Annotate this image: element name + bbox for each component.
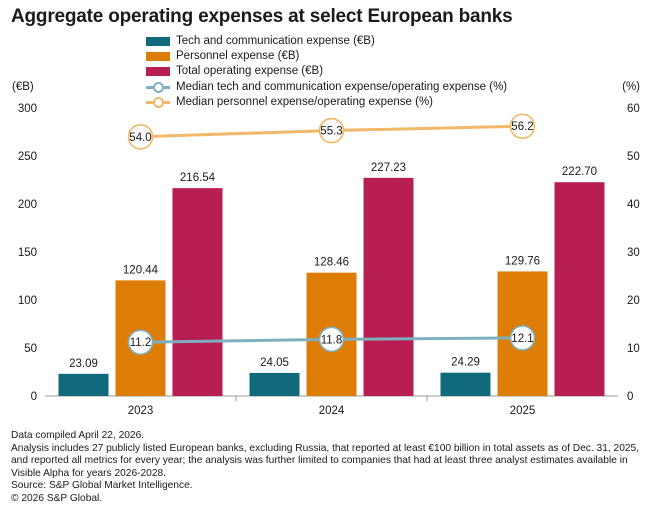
- ratio-data-label: 11.8: [321, 334, 343, 346]
- ratio-data-label: 11.2: [130, 337, 152, 349]
- note-copyright: © 2026 S&P Global.: [11, 492, 103, 504]
- bar-data-label: 24.29: [451, 357, 480, 369]
- x-tick-label: 2024: [319, 405, 345, 417]
- bar-data-label: 120.44: [123, 264, 159, 276]
- y-right-tick-label: 30: [627, 247, 640, 259]
- bar-data-label: 24.05: [260, 357, 289, 369]
- ratio-marker: [318, 326, 345, 353]
- ratio-marker: [127, 329, 154, 356]
- ratio-data-label: 12.1: [511, 333, 533, 345]
- bar-data-label: 128.46: [314, 257, 349, 269]
- x-tick-label: 2025: [510, 405, 536, 417]
- bar: [58, 373, 109, 396]
- x-tick-label: 2023: [128, 405, 154, 417]
- bar-data-label: 222.70: [562, 166, 597, 178]
- ratio-marker: [318, 117, 345, 144]
- bar: [440, 372, 491, 396]
- legend-item-personnel: Personnel expense (€B): [146, 49, 507, 64]
- bar-data-label: 216.54: [180, 172, 216, 184]
- y-right-axis-label: (%): [622, 81, 640, 93]
- bar-data-label: 227.23: [371, 162, 406, 174]
- y-left-tick-label: 200: [18, 199, 37, 211]
- legend-label-tech: Tech and communication expense (€B): [176, 35, 375, 47]
- bar-data-label: 129.76: [505, 255, 540, 267]
- note-methodology: Analysis includes 27 publicly listed Eur…: [11, 442, 640, 479]
- bar: [249, 372, 300, 396]
- legend-item-tech-ratio: Median tech and communication expense/op…: [146, 80, 507, 95]
- legend-label-total: Total operating expense (€B): [176, 65, 324, 78]
- footnotes: Data compiled April 22, 2026. Analysis i…: [11, 430, 651, 506]
- y-left-tick-label: 50: [24, 343, 37, 355]
- ratio-data-label: 55.3: [320, 126, 342, 138]
- chart-plot: (€B) (%) 0 50 100 150 200 250 300 0 10 20 30 40 50 60…: [12, 81, 640, 417]
- y-left-tick-label: 250: [18, 151, 37, 163]
- y-right-tick-label: 60: [627, 103, 640, 115]
- note-date: Data compiled April 22, 2026.: [11, 430, 145, 441]
- legend-label-personnel-ratio: Median personnel expense/operating expen…: [176, 95, 433, 108]
- legend-item-total: Total operating expense (€B): [146, 64, 507, 79]
- legend-swatch-total: [146, 67, 170, 77]
- bar: [172, 188, 223, 396]
- ratio-marker: [509, 113, 536, 140]
- y-right-tick-label: 40: [627, 199, 640, 211]
- bar: [554, 182, 605, 396]
- ratio-marker: [127, 124, 154, 150]
- legend-label-tech-ratio: Median tech and communication expense/op…: [176, 80, 508, 93]
- legend-item-personnel-ratio: Median personnel expense/operating expen…: [146, 95, 507, 110]
- y-left-tick-label: 100: [18, 295, 37, 307]
- chart-title: Aggregate operating expenses at select E…: [11, 6, 513, 27]
- y-right-tick-label: 10: [627, 343, 640, 355]
- y-right-tick-label: 50: [627, 151, 640, 163]
- y-left-tick-label: 150: [18, 247, 37, 259]
- legend-swatch-personnel: [146, 52, 170, 62]
- legend-item-tech: Tech and communication expense (€B): [146, 34, 507, 49]
- y-left-tick-label: 0: [31, 391, 37, 403]
- ratio-data-label: 54.0: [129, 132, 151, 144]
- y-right-tick-label: 0: [627, 391, 633, 403]
- legend-label-personnel: Personnel expense (€B): [176, 50, 300, 63]
- y-left-axis-label: (€B): [12, 81, 34, 93]
- legend-swatch-tech-ratio: [146, 81, 170, 93]
- ratio-data-label: 56.2: [511, 121, 533, 133]
- note-source: Source: S&P Global Market Intelligence.: [11, 480, 193, 492]
- bar: [363, 177, 414, 396]
- y-left-tick-label: 300: [18, 103, 37, 115]
- bar-data-label: 23.09: [69, 358, 98, 370]
- ratio-marker: [509, 325, 536, 351]
- legend: Tech and communication expense (€B) Pers…: [146, 34, 507, 110]
- legend-swatch-personnel-ratio: [146, 96, 170, 108]
- legend-swatch-tech: [146, 37, 170, 47]
- y-right-tick-label: 20: [627, 295, 640, 307]
